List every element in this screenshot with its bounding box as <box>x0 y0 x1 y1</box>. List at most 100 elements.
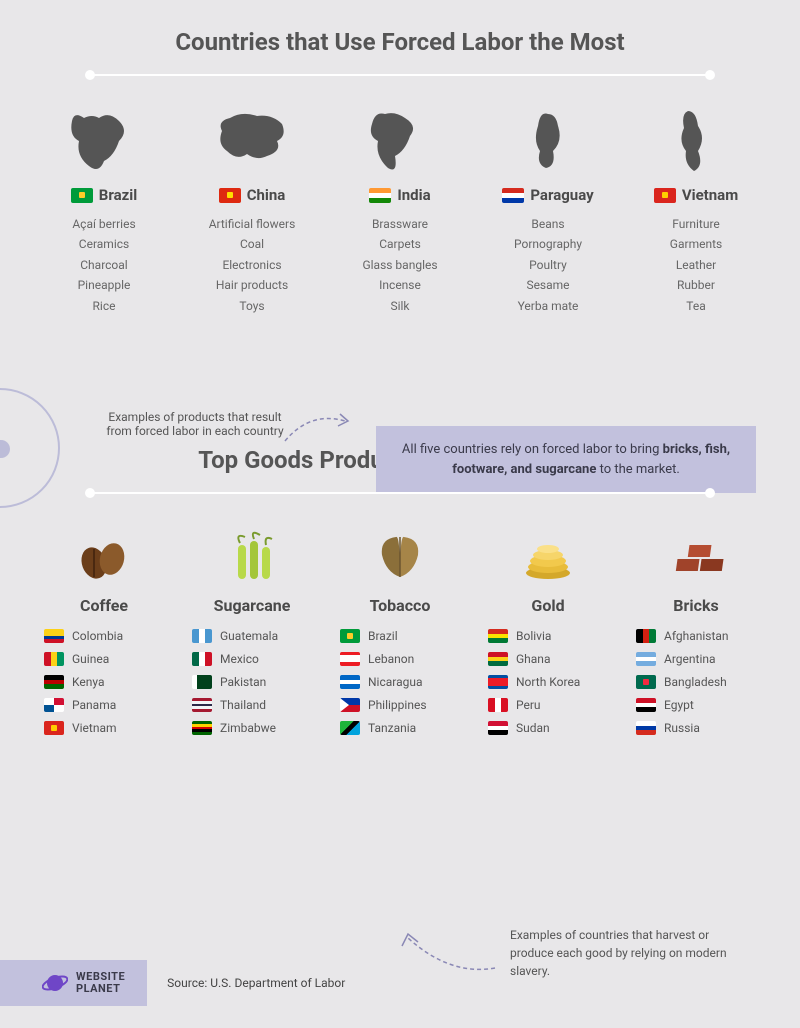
country-name: Egypt <box>664 698 694 712</box>
country-name: Bangladesh <box>664 675 727 689</box>
callout-text-post: to the market. <box>596 462 679 477</box>
country-label: India <box>330 186 470 204</box>
goods-annotation: Examples of countries that harvest or pr… <box>510 926 740 980</box>
good-icon <box>68 524 140 586</box>
list-item: Egypt <box>636 698 766 712</box>
product-item: Garments <box>626 234 766 254</box>
product-item: Yerba mate <box>478 296 618 316</box>
product-list: BrasswareCarpetsGlass banglesIncenseSilk <box>330 214 470 316</box>
country-label: Paraguay <box>478 186 618 204</box>
list-item: Colombia <box>44 629 174 643</box>
divider <box>90 74 710 76</box>
flag-icon <box>488 698 508 712</box>
country-col: Brazil Açaí berriesCeramicsCharcoalPinea… <box>34 106 174 316</box>
list-item: Bangladesh <box>636 675 766 689</box>
list-item: Brazil <box>340 629 470 643</box>
country-name: Vietnam <box>682 186 738 204</box>
logo-text: WEBSITE PLANET <box>76 971 125 995</box>
country-name: Kenya <box>72 675 104 689</box>
flag-icon <box>636 698 656 712</box>
product-item: Tea <box>626 296 766 316</box>
country-list: Afghanistan Argentina Bangladesh Egypt Russi… <box>626 629 766 735</box>
product-item: Hair products <box>182 275 322 295</box>
product-item: Brassware <box>330 214 470 234</box>
flag-icon <box>654 188 676 203</box>
product-item: Toys <box>182 296 322 316</box>
flag-icon <box>192 629 212 643</box>
planet-icon <box>42 970 68 996</box>
country-name: Russia <box>664 721 700 735</box>
country-name: Guatemala <box>220 629 278 643</box>
list-item: Russia <box>636 721 766 735</box>
country-list: BrazilLebanonNicaraguaPhilippinesTanzani… <box>330 629 470 735</box>
flag-icon <box>340 629 360 643</box>
logo-badge: WEBSITE PLANET <box>0 960 147 1006</box>
country-col: China Artificial flowersCoalElectronicsH… <box>182 106 322 316</box>
good-icon <box>512 524 584 586</box>
flag-icon <box>219 188 241 203</box>
flag-icon <box>340 675 360 689</box>
country-label: Vietnam <box>626 186 766 204</box>
product-item: Leather <box>626 255 766 275</box>
list-item: Zimbabwe <box>192 721 322 735</box>
flag-icon <box>44 675 64 689</box>
flag-icon <box>44 652 64 666</box>
product-list: FurnitureGarmentsLeatherRubberTea <box>626 214 766 316</box>
flag-icon <box>369 188 391 203</box>
good-icon <box>364 524 436 586</box>
good-name: Gold <box>478 596 618 615</box>
flag-icon <box>192 675 212 689</box>
country-map-icon <box>656 106 736 176</box>
product-item: Rice <box>34 296 174 316</box>
flag-icon <box>502 188 524 203</box>
product-item: Beans <box>478 214 618 234</box>
list-item: Argentina <box>636 652 766 666</box>
decorative-circle <box>0 388 60 508</box>
source-text: Source: U.S. Department of Labor <box>167 976 345 990</box>
list-item: Kenya <box>44 675 174 689</box>
good-name: Sugarcane <box>182 596 322 615</box>
country-list: Colombia Guinea Kenya Panama Vietnam <box>34 629 174 735</box>
list-item: Pakistan <box>192 675 322 689</box>
list-item: Peru <box>488 698 618 712</box>
callout-box: All five countries rely on forced labor … <box>376 426 756 493</box>
country-label: Brazil <box>34 186 174 204</box>
list-item: Nicaragua <box>340 675 470 689</box>
good-icon <box>660 524 732 586</box>
product-item: Rubber <box>626 275 766 295</box>
country-name: Mexico <box>220 652 259 666</box>
good-col: Bricks AfghanistanArgentinaBangladeshEgy… <box>626 524 766 744</box>
list-item: Afghanistan <box>636 629 766 643</box>
country-name: Colombia <box>72 629 123 643</box>
country-name: India <box>397 186 430 204</box>
product-item: Charcoal <box>34 255 174 275</box>
country-name: Ghana <box>516 652 550 666</box>
country-list: GuatemalaMexicoPakistanThailandZimbabwe <box>182 629 322 735</box>
product-item: Incense <box>330 275 470 295</box>
flag-icon <box>488 675 508 689</box>
country-col: Vietnam FurnitureGarmentsLeatherRubberTe… <box>626 106 766 316</box>
flag-icon <box>44 698 64 712</box>
country-name: Nicaragua <box>368 675 423 689</box>
good-col: Gold BoliviaGhanaNorth KoreaPeruSudan <box>478 524 618 744</box>
divider <box>90 492 710 494</box>
country-col: India BrasswareCarpetsGlass banglesIncen… <box>330 106 470 316</box>
list-item: Bolivia <box>488 629 618 643</box>
product-list: BeansPornographyPoultrySesameYerba mate <box>478 214 618 316</box>
product-item: Pineapple <box>34 275 174 295</box>
flag-icon <box>71 188 93 203</box>
flag-icon <box>192 652 212 666</box>
section1-title: Countries that Use Forced Labor the Most <box>0 28 800 56</box>
flag-icon <box>488 629 508 643</box>
flag-icon <box>636 721 656 735</box>
good-col: Sugarcane GuatemalaMexicoPakistanThailan… <box>182 524 322 744</box>
product-item: Artificial flowers <box>182 214 322 234</box>
flag-icon <box>636 629 656 643</box>
country-name: Philippines <box>368 698 427 712</box>
list-item: Vietnam <box>44 721 174 735</box>
country-name: Bolivia <box>516 629 551 643</box>
country-name: Peru <box>516 698 541 712</box>
country-name: Panama <box>72 698 116 712</box>
country-name: Guinea <box>72 652 109 666</box>
product-item: Glass bangles <box>330 255 470 275</box>
